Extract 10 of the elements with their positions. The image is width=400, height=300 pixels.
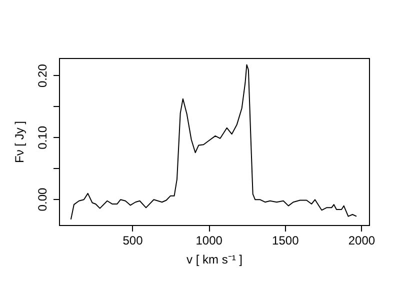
y-axis-title: Fν [ Jy ] [12, 121, 26, 163]
line-series [70, 64, 357, 220]
x-tick-label: 1500 [272, 234, 300, 248]
y-tick-label: 0.10 [36, 126, 50, 150]
y-tick-label: 0.00 [36, 188, 50, 212]
x-tick-label: 500 [122, 234, 144, 248]
x-tick-label: 1000 [196, 234, 223, 248]
y-tick-label: 0.20 [36, 64, 50, 88]
x-tick-label: 2000 [348, 234, 376, 248]
x-axis-title: v [ km s⁻¹ ] [186, 252, 242, 266]
